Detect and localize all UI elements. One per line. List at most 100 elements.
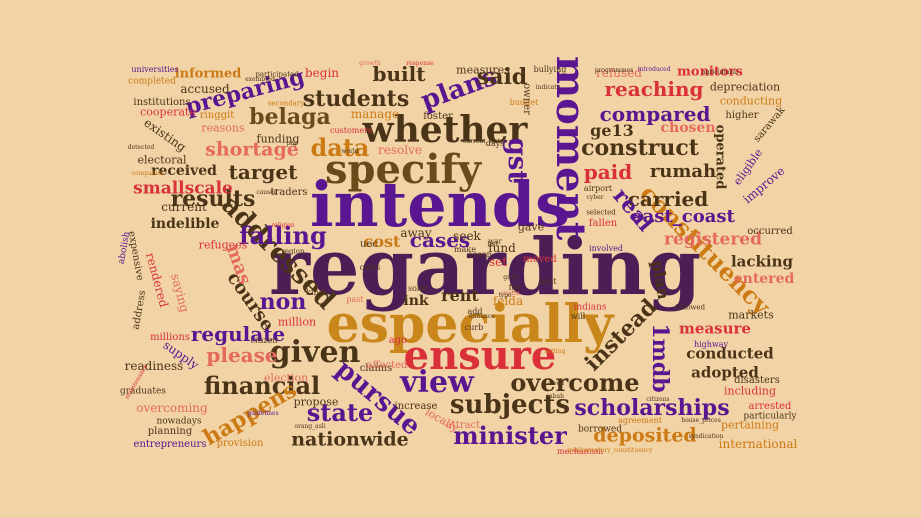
word-students: students	[302, 86, 410, 112]
word-growth: growth	[359, 60, 381, 67]
word-disasters: disasters	[734, 375, 780, 386]
word-reasons: reasons	[201, 121, 245, 135]
word-provision: provision	[216, 438, 264, 449]
word-scholarships: scholarships	[574, 395, 730, 421]
word-refugees: refugees	[198, 238, 248, 252]
word-war: war	[488, 237, 502, 246]
word-customers: customers	[329, 126, 373, 135]
word-cyber: cyber	[586, 194, 604, 201]
word-regarding: regarding	[268, 222, 702, 313]
word-carried: carried	[627, 187, 709, 211]
word-informed: informed	[174, 66, 242, 82]
word-begin: begin	[304, 66, 340, 80]
word-propose: propose	[293, 395, 339, 409]
word-chosen: chosen	[660, 120, 716, 136]
word-indelible: indelible	[150, 216, 220, 232]
word-ringgit: ringgit	[199, 110, 235, 121]
word-subjects: subjects	[449, 390, 571, 420]
word-cooperate: cooperate	[140, 105, 196, 119]
word-nowadays: nowadays	[156, 416, 202, 427]
word-moved: moved	[523, 254, 557, 265]
word-election: election	[263, 371, 309, 385]
word-entrepreneurs: entrepreneurs	[133, 439, 207, 450]
word-regulate: regulate	[190, 322, 286, 346]
word-sabah: sabah	[546, 393, 564, 400]
word-accused: accused	[180, 82, 230, 96]
word-house-prices: house_prices	[681, 417, 721, 424]
word-parliamentary-constituency: parliamentary_constituency	[567, 447, 653, 454]
word-will: will	[570, 312, 586, 321]
word-planning: planning	[147, 426, 193, 437]
word-list: list	[487, 240, 499, 249]
word-affected: affected	[366, 360, 408, 371]
word-kind: kind	[306, 288, 324, 297]
word-paid: paid	[583, 160, 633, 184]
word-seek: seek	[453, 229, 481, 243]
word-specify: specify	[325, 146, 481, 193]
word-funding: funding	[256, 132, 300, 146]
word-minister: minister	[453, 421, 567, 450]
word-claims: claims	[359, 363, 393, 374]
word-cost: cost	[363, 232, 401, 251]
word-readiness: readiness	[124, 359, 184, 373]
word-fgv: fgv	[508, 283, 522, 292]
word-higher: higher	[725, 110, 759, 121]
word-attract: attract	[445, 420, 481, 431]
word-ink: ink	[403, 293, 429, 309]
word-intends: intends	[309, 168, 571, 241]
word-especially: especially	[326, 294, 614, 355]
word-detected: detected	[127, 144, 155, 151]
word-gave: gave	[517, 220, 545, 234]
word-increase: increase	[394, 401, 438, 412]
word-pay: pay	[286, 140, 298, 147]
word-east-coast: east_coast	[631, 206, 735, 227]
word-received: received	[151, 163, 217, 179]
word-followed: followed	[674, 303, 706, 312]
word-uec: uec	[360, 239, 378, 250]
word-gst: gst	[502, 137, 532, 183]
word-graduates: graduates	[120, 386, 166, 397]
word-away: away	[400, 226, 432, 240]
word-caused: caused	[256, 189, 278, 196]
word-view: view	[400, 365, 474, 400]
word-deposited: deposited	[593, 424, 697, 447]
word-traders: traders	[270, 187, 308, 198]
word-selected: selected	[586, 208, 616, 217]
word-international: international	[718, 437, 798, 451]
word-overcome: overcome	[510, 368, 640, 397]
word-solar: solar	[407, 284, 429, 293]
word-universities: universities	[131, 65, 179, 74]
word-past: past	[346, 295, 364, 304]
word-whether: whether	[362, 109, 528, 151]
word-refused: refused	[596, 66, 642, 80]
word-construct: construct	[581, 135, 699, 161]
word-fallen: fallen	[588, 218, 618, 229]
word-agreement: agreement	[618, 416, 662, 425]
word-operated: operated	[712, 124, 728, 190]
word-address: address	[130, 289, 149, 331]
word-world: world	[341, 148, 359, 155]
word-ago: ago	[388, 335, 408, 346]
word-type: type	[498, 292, 512, 299]
word-current-status: current_status	[462, 138, 508, 145]
word-rumah: rumah	[649, 161, 717, 182]
word-measure: measure	[679, 319, 751, 338]
word-region: region	[281, 247, 305, 256]
word-curb: curb	[464, 323, 484, 332]
word-state: state	[306, 398, 374, 427]
word-religion: religion	[271, 222, 295, 229]
word-1mdb: 1mdb	[647, 323, 673, 393]
word-ensure: ensure	[403, 332, 557, 379]
word-airport: airport	[583, 184, 613, 193]
word-markets: markets	[728, 308, 774, 322]
word-target: target	[228, 160, 298, 184]
word-current: current	[161, 200, 207, 214]
word-exempted: exempted	[245, 76, 275, 83]
word-enhance: enhance	[469, 313, 495, 320]
word-foster: foster	[423, 111, 453, 122]
word-millions: millions	[150, 332, 190, 343]
word-response: response	[406, 60, 434, 67]
word-days: days	[485, 139, 505, 148]
word-million: million	[277, 315, 317, 329]
word-belaga: belaga	[249, 104, 331, 130]
